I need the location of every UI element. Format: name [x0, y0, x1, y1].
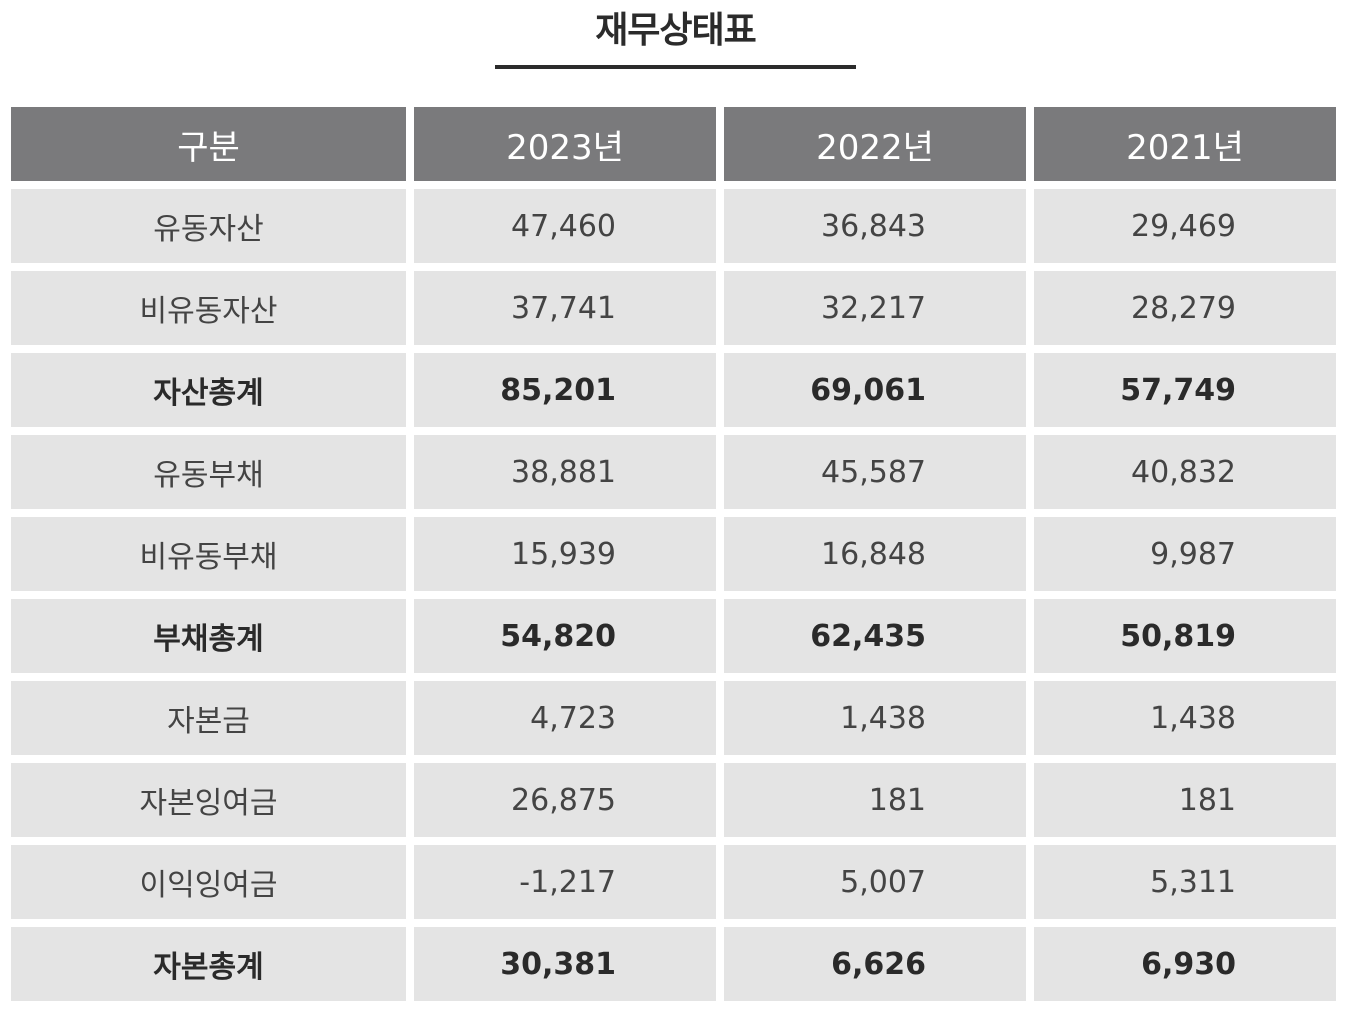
value-2023: 15,939: [414, 517, 716, 591]
value-2021: 9,987: [1034, 517, 1336, 591]
row-label: 자본금: [11, 681, 406, 755]
value-2022: 32,217: [724, 271, 1026, 345]
value-2021: 57,749: [1034, 353, 1336, 427]
value-2021: 50,819: [1034, 599, 1336, 673]
value-2022: 45,587: [724, 435, 1026, 509]
value-2021: 28,279: [1034, 271, 1336, 345]
value-2022: 69,061: [724, 353, 1026, 427]
value-2022: 5,007: [724, 845, 1026, 919]
row-label: 부채총계: [11, 599, 406, 673]
value-2021: 181: [1034, 763, 1336, 837]
value-2023: 26,875: [414, 763, 716, 837]
page-title: 재무상태표: [595, 10, 757, 51]
table-row-total-assets: 자산총계 85,201 69,061 57,749: [11, 353, 1339, 427]
row-label: 자본잉여금: [11, 763, 406, 837]
value-2023: 47,460: [414, 189, 716, 263]
row-label: 유동부채: [11, 435, 406, 509]
table-row-current-liabilities: 유동부채 38,881 45,587 40,832: [11, 435, 1339, 509]
table-row-total-liabilities: 부채총계 54,820 62,435 50,819: [11, 599, 1339, 673]
table-row-capital-stock: 자본금 4,723 1,438 1,438: [11, 681, 1339, 755]
row-label: 이익잉여금: [11, 845, 406, 919]
table-header-row: 구분 2023년 2022년 2021년: [11, 107, 1339, 181]
row-label: 자본총계: [11, 927, 406, 1001]
header-2022: 2022년: [724, 107, 1026, 181]
value-2023: 54,820: [414, 599, 716, 673]
header-2021: 2021년: [1034, 107, 1336, 181]
value-2022: 1,438: [724, 681, 1026, 755]
value-2023: 4,723: [414, 681, 716, 755]
header-category: 구분: [11, 107, 406, 181]
value-2023: -1,217: [414, 845, 716, 919]
title-underline: [495, 65, 856, 69]
table-row-capital-surplus: 자본잉여금 26,875 181 181: [11, 763, 1339, 837]
value-2022: 62,435: [724, 599, 1026, 673]
value-2021: 5,311: [1034, 845, 1336, 919]
title-section: 재무상태표: [0, 0, 1351, 72]
table-row-total-equity: 자본총계 30,381 6,626 6,930: [11, 927, 1339, 1001]
row-label: 유동자산: [11, 189, 406, 263]
header-2023: 2023년: [414, 107, 716, 181]
table-row-retained-earnings: 이익잉여금 -1,217 5,007 5,311: [11, 845, 1339, 919]
value-2022: 16,848: [724, 517, 1026, 591]
row-label: 비유동부채: [11, 517, 406, 591]
value-2021: 40,832: [1034, 435, 1336, 509]
table-row-current-assets: 유동자산 47,460 36,843 29,469: [11, 189, 1339, 263]
value-2021: 6,930: [1034, 927, 1336, 1001]
table-row-noncurrent-assets: 비유동자산 37,741 32,217 28,279: [11, 271, 1339, 345]
value-2022: 36,843: [724, 189, 1026, 263]
value-2023: 85,201: [414, 353, 716, 427]
value-2023: 30,381: [414, 927, 716, 1001]
row-label: 비유동자산: [11, 271, 406, 345]
value-2023: 38,881: [414, 435, 716, 509]
value-2022: 6,626: [724, 927, 1026, 1001]
row-label: 자산총계: [11, 353, 406, 427]
table-row-noncurrent-liabilities: 비유동부채 15,939 16,848 9,987: [11, 517, 1339, 591]
value-2023: 37,741: [414, 271, 716, 345]
value-2021: 1,438: [1034, 681, 1336, 755]
value-2022: 181: [724, 763, 1026, 837]
financial-table: 구분 2023년 2022년 2021년 유동자산 47,460 36,843 …: [11, 107, 1339, 1009]
value-2021: 29,469: [1034, 189, 1336, 263]
